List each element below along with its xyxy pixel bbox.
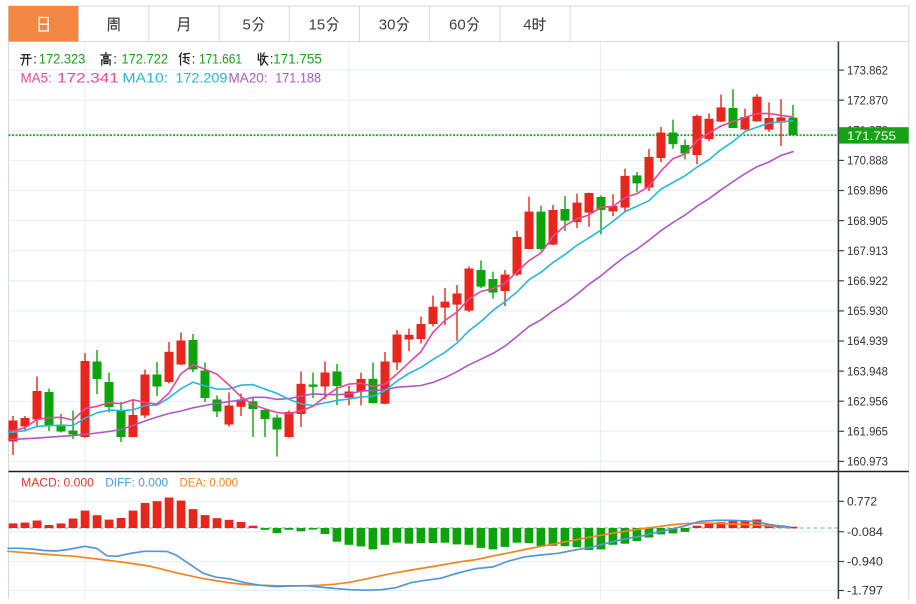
svg-text::: : bbox=[33, 52, 37, 67]
svg-text:172.323: 172.323 bbox=[39, 52, 86, 67]
svg-text:30: 30 bbox=[379, 16, 396, 33]
svg-text:161.965: 161.965 bbox=[847, 425, 888, 439]
svg-text:166.922: 166.922 bbox=[847, 274, 888, 288]
svg-text:172.209: 172.209 bbox=[175, 70, 227, 85]
svg-text:163.948: 163.948 bbox=[847, 364, 888, 378]
svg-text:168.905: 168.905 bbox=[847, 214, 888, 228]
svg-text:171.755: 171.755 bbox=[847, 129, 896, 143]
svg-text:15: 15 bbox=[309, 16, 326, 33]
svg-text:DIFF: 0.000: DIFF: 0.000 bbox=[105, 476, 168, 490]
svg-text:171.661: 171.661 bbox=[199, 52, 242, 67]
svg-text:MA20:: MA20: bbox=[229, 70, 268, 85]
svg-text::: : bbox=[113, 52, 117, 67]
svg-text:171.755: 171.755 bbox=[273, 52, 322, 67]
svg-text:0.772: 0.772 bbox=[847, 495, 877, 509]
svg-text:164.939: 164.939 bbox=[847, 334, 888, 348]
svg-text:-1.797: -1.797 bbox=[847, 584, 883, 598]
svg-text:165.930: 165.930 bbox=[847, 304, 888, 318]
svg-text:-0.940: -0.940 bbox=[847, 555, 883, 569]
svg-text:160.973: 160.973 bbox=[847, 455, 888, 469]
svg-text:173.862: 173.862 bbox=[847, 63, 888, 77]
svg-text:170.888: 170.888 bbox=[847, 154, 888, 168]
svg-text:-0.084: -0.084 bbox=[847, 525, 883, 539]
svg-text:171.188: 171.188 bbox=[275, 70, 321, 85]
svg-text:172.722: 172.722 bbox=[121, 52, 168, 67]
svg-text:162.956: 162.956 bbox=[847, 394, 888, 408]
svg-text:169.896: 169.896 bbox=[847, 184, 888, 198]
svg-text:MA5:: MA5: bbox=[21, 70, 52, 85]
svg-text:60: 60 bbox=[449, 16, 466, 33]
svg-text:MACD: 0.000: MACD: 0.000 bbox=[21, 476, 94, 490]
svg-text:4: 4 bbox=[523, 16, 531, 33]
svg-text:167.913: 167.913 bbox=[847, 244, 888, 258]
svg-text:172.870: 172.870 bbox=[847, 93, 888, 107]
svg-text::: : bbox=[192, 52, 196, 67]
svg-text:DEA: 0.000: DEA: 0.000 bbox=[180, 476, 239, 490]
svg-text:5: 5 bbox=[243, 16, 251, 33]
svg-text:172.341: 172.341 bbox=[57, 70, 118, 85]
svg-text:MA10:: MA10: bbox=[122, 70, 168, 85]
svg-text::: : bbox=[270, 52, 274, 67]
